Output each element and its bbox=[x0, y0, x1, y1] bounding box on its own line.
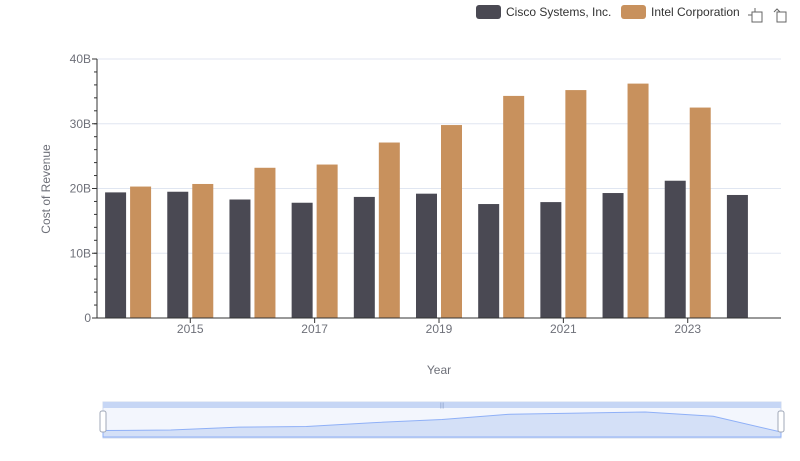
bar-cisco-2018[interactable] bbox=[353, 196, 375, 318]
bar-intel-2015[interactable] bbox=[192, 183, 214, 318]
legend-item-cisco[interactable]: Cisco Systems, Inc. bbox=[476, 5, 611, 19]
bar-cisco-2024[interactable] bbox=[726, 194, 748, 318]
bar-cisco-2021[interactable] bbox=[540, 202, 562, 318]
bars bbox=[105, 83, 748, 318]
legend-item-intel[interactable]: Intel Corporation bbox=[621, 5, 740, 19]
datazoom-drag-glyph: ||| bbox=[440, 403, 445, 409]
y-tick-label: 30B bbox=[70, 117, 91, 131]
bar-cisco-2020[interactable] bbox=[478, 204, 500, 318]
bar-intel-2018[interactable] bbox=[378, 142, 400, 318]
x-axis-ticks: 2015 2017 2019 2021 2023 bbox=[177, 318, 701, 336]
x-tick-label: 2015 bbox=[177, 322, 204, 336]
x-tick-label: 2017 bbox=[301, 322, 328, 336]
bar-intel-2020[interactable] bbox=[503, 95, 525, 318]
y-tick-label: 40B bbox=[70, 52, 91, 66]
bar-cisco-2015[interactable] bbox=[167, 191, 189, 318]
legend: Cisco Systems, Inc. Intel Corporation bbox=[476, 5, 740, 19]
legend-label-intel: Intel Corporation bbox=[651, 5, 740, 19]
x-tick-label: 2023 bbox=[674, 322, 701, 336]
datazoom-preview-area bbox=[102, 411, 782, 438]
x-tick-label: 2019 bbox=[426, 322, 453, 336]
y-tick-label: 0 bbox=[84, 311, 91, 325]
bar-cisco-2019[interactable] bbox=[416, 193, 437, 318]
legend-swatch-intel bbox=[621, 5, 646, 19]
restore-icon[interactable] bbox=[773, 8, 787, 23]
y-tick-label: 20B bbox=[70, 182, 91, 196]
datazoom-handle-right[interactable] bbox=[777, 410, 785, 433]
bar-intel-2022[interactable] bbox=[627, 83, 649, 318]
bar-intel-2019[interactable] bbox=[441, 125, 462, 318]
bar-intel-2017[interactable] bbox=[316, 164, 338, 318]
legend-label-cisco: Cisco Systems, Inc. bbox=[506, 5, 611, 19]
legend-swatch-cisco bbox=[476, 5, 501, 19]
bar-cisco-2022[interactable] bbox=[602, 193, 624, 318]
bar-intel-2021[interactable] bbox=[565, 90, 587, 318]
y-axis-title: Cost of Revenue bbox=[39, 144, 53, 234]
datazoom-handle-left[interactable] bbox=[99, 410, 107, 433]
bar-intel-2016[interactable] bbox=[254, 167, 276, 318]
datazoom-slider[interactable]: ||| bbox=[99, 401, 785, 439]
x-tick-label: 2021 bbox=[550, 322, 577, 336]
x-axis-title: Year bbox=[427, 363, 451, 377]
bar-cisco-2014[interactable] bbox=[105, 192, 127, 318]
bar-cisco-2023[interactable] bbox=[664, 180, 686, 318]
y-axis-ticks: 0 10B 20B 30B 40B bbox=[70, 52, 97, 325]
bar-intel-2023[interactable] bbox=[689, 107, 711, 318]
datazoom-selection[interactable] bbox=[103, 402, 781, 408]
bar-cisco-2016[interactable] bbox=[229, 199, 251, 318]
bar-cisco-2017[interactable] bbox=[291, 202, 313, 318]
bar-intel-2014[interactable] bbox=[130, 186, 152, 318]
zoom-icon[interactable] bbox=[748, 8, 763, 23]
y-tick-label: 10B bbox=[70, 246, 91, 260]
